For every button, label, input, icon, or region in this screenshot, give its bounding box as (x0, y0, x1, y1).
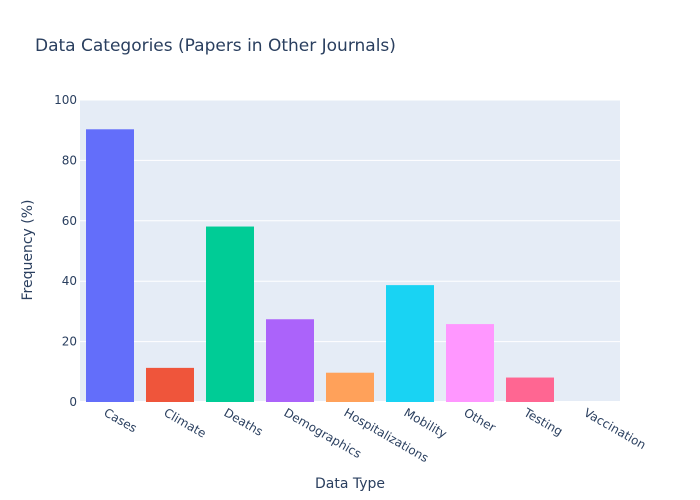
bar-testing (506, 377, 554, 402)
bar-hospitalizations (326, 372, 374, 402)
bar-demographics (266, 319, 314, 402)
y-tick-label: 80 (62, 153, 77, 167)
y-axis-ticks: 0 20 40 60 80 100 (54, 93, 77, 409)
bar-other (446, 324, 494, 402)
bars (86, 129, 554, 402)
bar-deaths (206, 226, 254, 402)
y-tick-label: 100 (54, 93, 77, 107)
bar-climate (146, 367, 194, 402)
y-tick-label: 60 (62, 214, 77, 228)
y-axis-title: Frequency (%) (20, 199, 36, 300)
bar-mobility (386, 285, 434, 402)
y-tick-label: 20 (62, 335, 77, 349)
y-tick-label: 0 (69, 395, 77, 409)
x-axis-title: Data Type (315, 476, 385, 492)
bar-cases (86, 129, 134, 402)
y-tick-label: 40 (62, 274, 77, 288)
chart-title: Data Categories (Papers in Other Journal… (35, 36, 396, 56)
plot-area (80, 100, 620, 402)
